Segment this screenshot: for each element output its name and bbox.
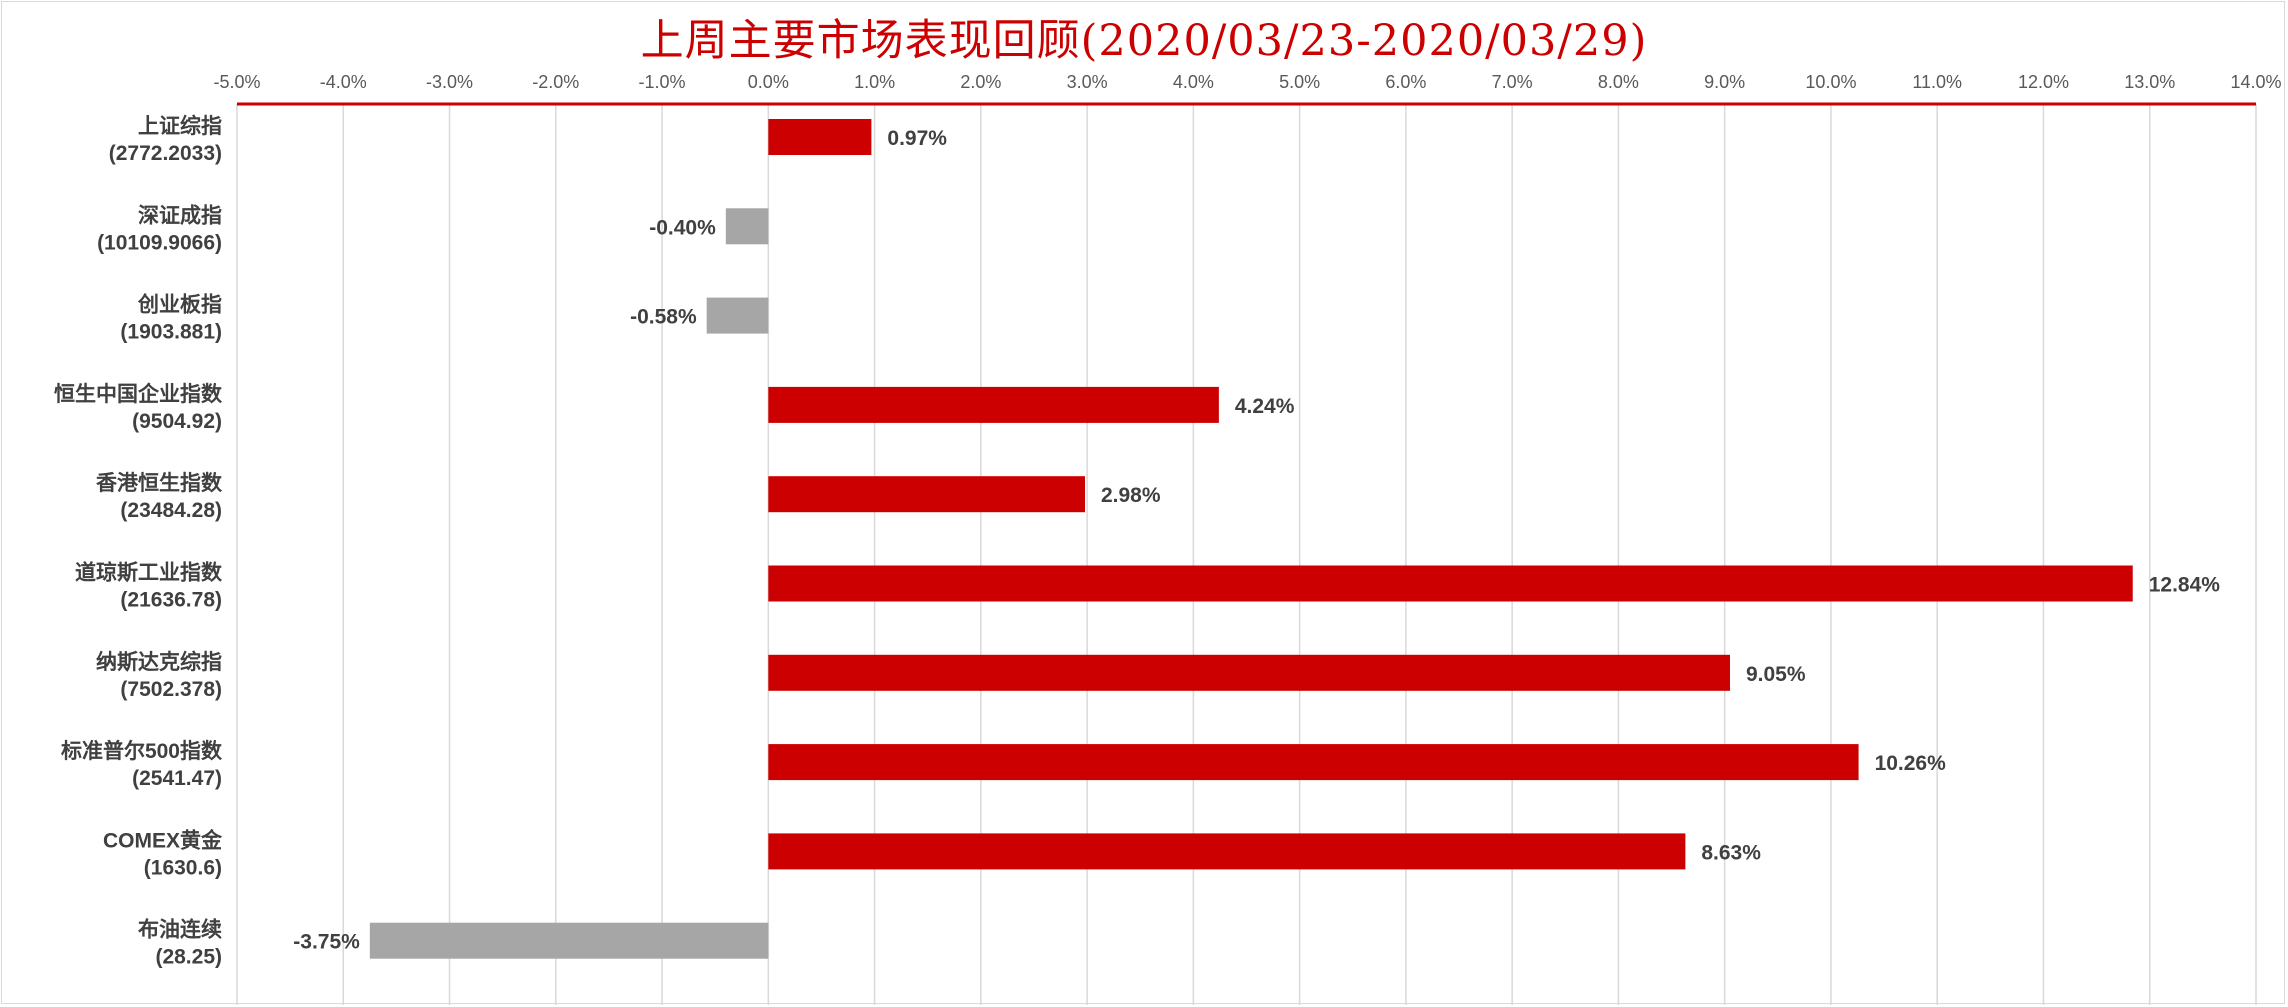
bar [768,476,1085,513]
category-level-label: (2772.2033) [109,142,222,165]
data-label: 0.97% [887,127,947,150]
bars [369,119,2133,959]
x-tick-label: 8.0% [1598,72,1639,92]
category-level-label: (2541.47) [132,767,222,790]
gridlines [236,104,2257,1005]
category-label: 深证成指 [138,203,222,227]
category-level-label: (1630.6) [144,856,222,879]
x-tick-label: -5.0% [213,72,260,92]
x-tick-label: 5.0% [1279,72,1320,92]
x-tick-label: 9.0% [1704,72,1745,92]
data-label: 12.84% [2149,574,2221,597]
x-tick-label: 0.0% [748,72,789,92]
x-tick-label: 3.0% [1067,72,1108,92]
category-label: 恒生中国企业指数 [54,382,223,406]
bar [725,208,769,245]
data-label: 9.05% [1746,663,1806,686]
bar [768,654,1730,691]
data-label: -3.75% [293,931,360,954]
x-tick-label: -1.0% [639,72,686,92]
x-tick-label: 4.0% [1173,72,1214,92]
x-tick-label: 6.0% [1385,72,1426,92]
data-label: 2.98% [1101,484,1161,507]
data-label: -0.40% [649,216,716,239]
category-label: COMEX黄金 [103,828,223,852]
data-label: 4.24% [1235,395,1295,418]
category-level-label: (7502.378) [120,678,222,701]
bar [768,833,1686,870]
x-axis-tick-labels: -5.0% -4.0% -3.0% -2.0% -1.0% 0.0% 1.0% 2.0% 3.0… [213,72,2281,92]
category-level-label: (23484.28) [120,499,222,522]
category-level-label: (21636.78) [120,589,222,612]
bar [706,297,769,334]
x-tick-label: 12.0% [2018,72,2069,92]
category-level-label: (9504.92) [132,410,222,433]
bar [369,922,769,959]
category-label: 纳斯达克综指 [96,650,222,674]
data-label: 8.63% [1701,841,1761,864]
category-level-label: (1903.881) [120,321,222,344]
bar [768,386,1219,423]
category-labels: 上证综指 (2772.2033) 深证成指 (10109.9066) 创业板指 (1903… [54,114,223,969]
x-tick-label: -2.0% [532,72,579,92]
bar [768,119,872,155]
x-tick-label: 11.0% [1912,72,1962,92]
data-label: 10.26% [1875,752,1947,775]
x-tick-label: 2.0% [960,72,1001,92]
x-tick-label: -3.0% [426,72,473,92]
category-label: 上证综指 [138,114,222,138]
category-label: 布油连续 [138,918,222,942]
category-label: 道琼斯工业指数 [75,561,223,585]
category-level-label: (10109.9066) [97,231,222,254]
category-label: 香港恒生指数 [96,471,223,495]
data-labels: 0.97% -0.40% -0.58% 4.24% 2.98% 12.84% 9.05% 10… [293,127,2220,954]
x-tick-label: -4.0% [320,72,367,92]
bar [768,565,2133,602]
x-tick-label: 1.0% [854,72,895,92]
data-label: -0.58% [630,306,697,329]
x-tick-label: 13.0% [2124,72,2175,92]
chart-title: 上周主要市场表现回顾(2020/03/23-2020/03/29) [640,16,1648,66]
x-tick-label: 7.0% [1492,72,1533,92]
category-label: 创业板指 [137,293,222,317]
category-label: 标准普尔500指数 [61,739,223,763]
x-tick-label: 10.0% [1805,72,1856,92]
category-level-label: (28.25) [155,946,222,969]
x-tick-label: 14.0% [2230,72,2281,92]
bar [768,744,1859,781]
